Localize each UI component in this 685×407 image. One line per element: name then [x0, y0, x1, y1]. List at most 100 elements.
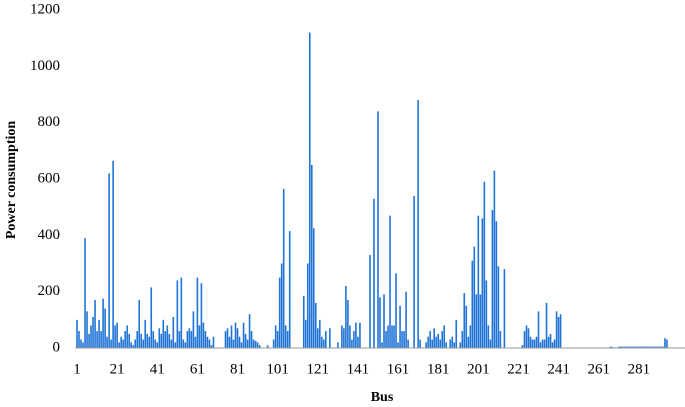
- bar: [445, 342, 448, 348]
- bar: [499, 331, 502, 348]
- bar: [132, 345, 134, 348]
- bar: [136, 331, 139, 348]
- bar: [489, 339, 492, 348]
- bar: [529, 336, 532, 348]
- bar: [84, 238, 86, 348]
- bar: [652, 346, 654, 348]
- bar: [106, 336, 108, 348]
- bar: [184, 342, 187, 348]
- bar: [276, 331, 279, 348]
- bar: [383, 294, 385, 348]
- bar: [664, 338, 666, 348]
- bar: [389, 215, 391, 348]
- bar: [76, 319, 78, 348]
- bar: [308, 32, 311, 349]
- bar: [479, 294, 482, 348]
- bar: [156, 342, 159, 348]
- bar: [632, 346, 634, 348]
- bar: [196, 277, 199, 348]
- bar: [417, 100, 419, 348]
- bar: [202, 322, 205, 348]
- bar: [80, 339, 82, 348]
- bar: [407, 339, 409, 348]
- bar: [150, 287, 153, 348]
- bar: [100, 331, 102, 348]
- bar: [543, 339, 546, 348]
- bar: [429, 331, 431, 348]
- bar: [168, 333, 171, 348]
- bar: [146, 333, 149, 348]
- bar: [351, 339, 353, 348]
- bar: [617, 346, 620, 348]
- bar: [319, 319, 321, 348]
- bar: [232, 339, 235, 348]
- y-tick-label: 600: [38, 170, 61, 186]
- bar: [321, 336, 323, 348]
- bar: [355, 322, 357, 348]
- bar: [304, 319, 307, 348]
- bar: [395, 273, 397, 348]
- bar: [381, 342, 383, 348]
- bar: [557, 317, 560, 348]
- bar: [280, 263, 283, 348]
- bar: [397, 342, 399, 348]
- y-axis-label: Power consumption: [4, 121, 19, 240]
- bar: [495, 221, 498, 348]
- bar: [487, 325, 490, 348]
- bar: [628, 346, 630, 348]
- bar: [626, 346, 628, 348]
- bar: [234, 322, 237, 348]
- bar: [469, 325, 472, 348]
- bar: [114, 325, 116, 348]
- bar: [630, 346, 632, 348]
- bar: [337, 342, 339, 348]
- bar: [648, 346, 650, 348]
- x-tick-label: 241: [547, 361, 570, 377]
- x-tick-label: 181: [427, 361, 450, 377]
- bar: [194, 336, 197, 348]
- bar: [256, 342, 259, 348]
- bar: [555, 311, 558, 348]
- bar: [481, 218, 484, 348]
- bar: [246, 339, 249, 348]
- bar: [188, 328, 191, 348]
- bar: [92, 317, 94, 348]
- bar: [353, 331, 355, 348]
- bar: [634, 346, 636, 348]
- bar: [112, 160, 114, 348]
- bar: [343, 328, 345, 348]
- bar: [252, 339, 255, 348]
- bar: [401, 331, 403, 348]
- bar: [224, 331, 227, 348]
- bar: [435, 336, 437, 348]
- bar: [461, 331, 464, 348]
- bar: [624, 346, 626, 348]
- x-tick-label: 261: [587, 361, 610, 377]
- bar: [341, 325, 343, 348]
- bar: [192, 311, 195, 348]
- bar: [254, 340, 257, 348]
- bar: [545, 302, 548, 348]
- bar: [349, 325, 351, 348]
- bar: [212, 336, 215, 348]
- bar: [110, 339, 112, 348]
- bar: [373, 198, 375, 348]
- y-tick-label: 1000: [30, 58, 60, 74]
- bar: [329, 328, 331, 348]
- bar: [541, 339, 544, 348]
- bar: [431, 339, 433, 348]
- bar: [96, 331, 98, 348]
- bar: [284, 325, 287, 348]
- bar: [186, 331, 189, 348]
- bar: [190, 331, 193, 348]
- bar: [640, 346, 642, 348]
- bar: [302, 295, 305, 348]
- bar: [160, 333, 163, 348]
- bar: [477, 215, 480, 348]
- x-tick-label: 81: [230, 361, 245, 377]
- bar: [90, 325, 92, 348]
- bar: [226, 328, 229, 348]
- bar: [537, 311, 540, 348]
- bar: [204, 331, 207, 348]
